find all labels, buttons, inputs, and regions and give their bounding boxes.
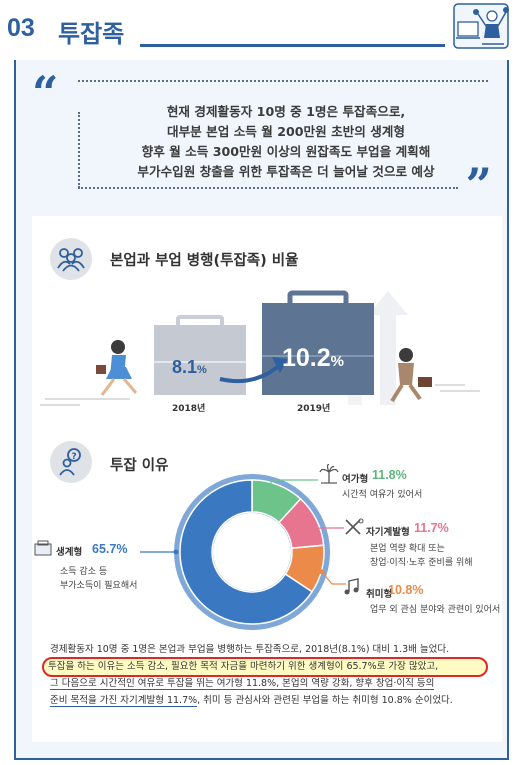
svg-text:?: ? bbox=[72, 452, 77, 462]
wallet-icon bbox=[34, 540, 52, 556]
question-person-icon: ? bbox=[50, 441, 92, 483]
increase-arrow-icon bbox=[219, 363, 282, 384]
section-number: 03 bbox=[7, 14, 35, 42]
legend-pct-hobby: 10.8% bbox=[388, 583, 424, 597]
legend-name-leisure: 여가형 bbox=[342, 474, 369, 485]
quote-line: 현재 경제활동자 10명 중 1명은 투잡족으로, bbox=[166, 104, 406, 119]
open-quote-icon: “ bbox=[32, 66, 59, 120]
legend-name-living: 생계형 bbox=[56, 547, 83, 558]
quote-line: 향후 월 소득 300만원 이상의 원잡족도 부업을 계획해 bbox=[141, 144, 431, 159]
legend-pct-living: 65.7% bbox=[92, 542, 128, 556]
office-worker-icon bbox=[453, 3, 509, 49]
legend-name-selfdev: 자기계발형 bbox=[366, 527, 410, 538]
briefcase-2019-icon bbox=[262, 290, 374, 395]
summary-line-underlined: 준비 목적을 가진 자기계발형 11.7% bbox=[50, 695, 198, 707]
reason-section-title: 투잡 이유 bbox=[110, 458, 169, 474]
quote-border-top bbox=[78, 80, 488, 82]
people-group-icon bbox=[50, 238, 92, 280]
summary-quote: “ 현재 경제활동자 10명 중 1명은 투잡족으로, 대부분 본업 소득 월 … bbox=[22, 66, 500, 208]
header: 03 투잡족 bbox=[0, 0, 518, 56]
legend-name-hobby: 취미형 bbox=[366, 589, 393, 600]
legend-desc-selfdev: 본업 역량 확대 또는 창업·이직·노후 준비를 위해 bbox=[370, 542, 473, 570]
growth-arrow-icon bbox=[368, 291, 408, 405]
summary-line-tail: , 취미 등 관심사와 관련된 부업을 하는 취미형 10.8% 순이었다. bbox=[197, 695, 453, 706]
ratio-2018-unit: % bbox=[197, 364, 207, 376]
briefcase-2018-icon bbox=[154, 315, 246, 395]
legend-desc-line: 창업·이직·노후 준비를 위해 bbox=[370, 558, 473, 568]
ratio-2018-number: 8.1 bbox=[172, 357, 198, 377]
leader-line-selfdev bbox=[301, 527, 344, 538]
ratio-2019-unit: % bbox=[330, 353, 345, 370]
ratio-2019-number: 10.2 bbox=[282, 344, 331, 372]
quote-border-bottom bbox=[78, 187, 458, 189]
legend-pct-selfdev: 11.7% bbox=[414, 521, 449, 535]
quote-line: 대부분 본업 소득 월 200만원 초반의 생계형 bbox=[167, 124, 405, 139]
leader-line-hobby bbox=[319, 569, 346, 585]
summary-line: 그 다음으로 시간적인 여유로 투잡을 뛰는 여가형 11.8%, 본업의 역량… bbox=[50, 675, 480, 692]
quote-text: 현재 경제활동자 10명 중 1명은 투잡족으로, 대부분 본업 소득 월 20… bbox=[86, 102, 486, 182]
donut-slice-생계형 bbox=[179, 479, 314, 625]
leader-line-leisure bbox=[268, 479, 318, 507]
tools-icon bbox=[345, 518, 364, 535]
legend-pct-leisure: 11.8% bbox=[372, 468, 407, 482]
legend-desc-hobby: 업무 외 관심 분야와 관련이 있어서 bbox=[370, 605, 501, 615]
ratio-2018-value: 8.1% bbox=[172, 357, 207, 378]
ratio-illustration bbox=[40, 290, 480, 406]
summary-line: 준비 목적을 가진 자기계발형 11.7%, 취미 등 관심사와 관련된 부업을… bbox=[50, 692, 480, 709]
summary-paragraph: 경제활동자 10명 중 1명은 본업과 부업을 병행하는 투잡족으로, 2018… bbox=[48, 641, 480, 709]
highlight-box bbox=[42, 657, 488, 677]
year-2018-label: 2018년 bbox=[172, 404, 206, 414]
page-title: 투잡족 bbox=[58, 20, 125, 48]
leader-line-living bbox=[140, 549, 179, 555]
legend-desc-leisure: 시간적 여유가 있어서 bbox=[342, 490, 423, 500]
summary-line-highlighted: 투잡을 하는 이유는 소득 감소, 필요한 목적 자금을 마련하기 위한 생계형… bbox=[48, 661, 439, 672]
quote-border-left bbox=[78, 112, 80, 188]
legend-desc-line: 소득 감소 등 bbox=[60, 567, 108, 577]
running-man-icon bbox=[390, 348, 432, 403]
legend-desc-line: 본업 역량 확대 또는 bbox=[370, 544, 445, 554]
reason-donut-chart bbox=[174, 474, 330, 630]
ratio-section-title: 본업과 부업 병행(투잡족) 비율 bbox=[110, 253, 299, 269]
year-2019-label: 2019년 bbox=[297, 404, 331, 414]
legend-desc-living: 소득 감소 등 부가소득이 필요해서 bbox=[60, 565, 137, 593]
legend-desc-line: 부가소득이 필요해서 bbox=[60, 581, 138, 591]
summary-line: 경제활동자 10명 중 1명은 본업과 부업을 병행하는 투잡족으로, 2018… bbox=[50, 644, 450, 655]
running-woman-icon bbox=[96, 340, 138, 396]
palm-tree-icon bbox=[319, 464, 339, 484]
music-note-icon bbox=[344, 578, 359, 595]
close-quote-icon: ” bbox=[465, 158, 492, 212]
donut-hole bbox=[213, 513, 291, 591]
title-underline bbox=[140, 44, 445, 47]
ratio-2019-value: 10.2% bbox=[282, 344, 344, 373]
summary-line-underlined: 그 다음으로 시간적인 여유로 투잡을 뛰는 여가형 11.8%, 본업의 역량… bbox=[50, 678, 435, 690]
quote-line: 부가수입원 창출을 위한 투잡족은 더 늘어날 것으로 예상 bbox=[137, 164, 435, 179]
